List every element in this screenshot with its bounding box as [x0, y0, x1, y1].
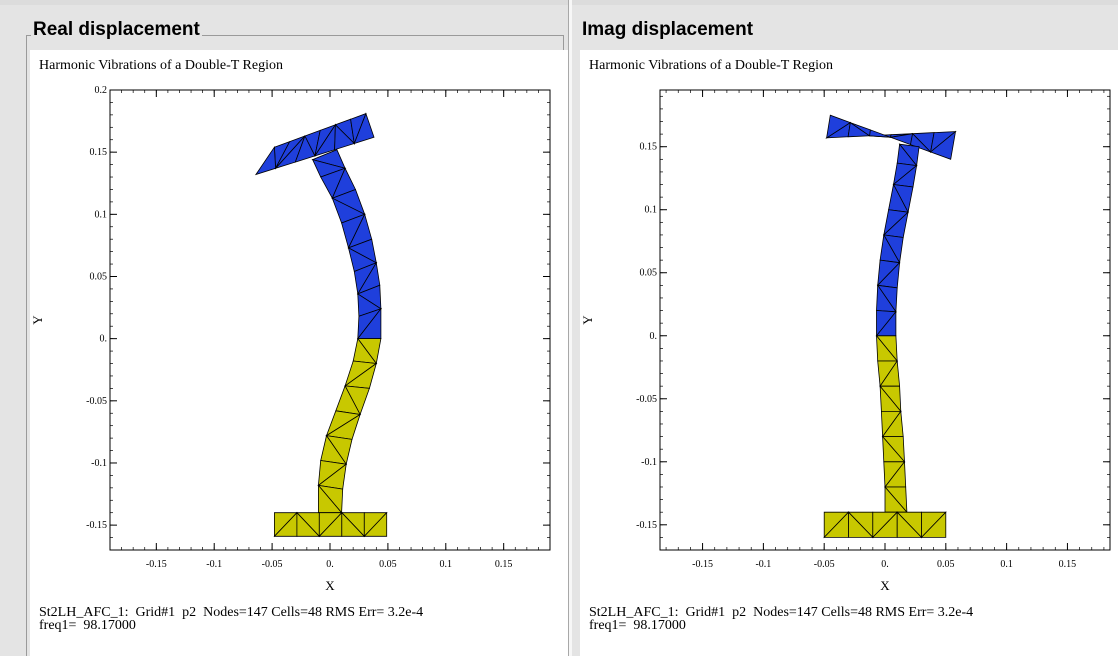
x-tick-label: 0.15: [495, 559, 513, 570]
status-info: St2LH_AFC_1: Grid#1 p2 Nodes=147 Cells=4…: [589, 605, 974, 633]
plot-title: Harmonic Vibrations of a Double-T Region: [39, 58, 283, 73]
panel-real-displacement: Real displacement Harmonic Vibrations of…: [26, 19, 568, 656]
mesh-plot-real: -0.15 -0.1 -0.05 0. 0.05 0.1 0.15 -0.15 -0.1 -0.0…: [30, 85, 551, 593]
status-info: St2LH_AFC_1: Grid#1 p2 Nodes=147 Cells=4…: [39, 605, 424, 633]
mesh-cell: [296, 511, 321, 537]
mesh-cell: [896, 511, 923, 538]
y-tick-label: 0.1: [95, 209, 108, 220]
mesh: [254, 112, 388, 538]
mesh-cell: [826, 114, 852, 139]
info-line-1: St2LH_AFC_1: Grid#1 p2 Nodes=147 Cells=4…: [39, 605, 424, 620]
mesh-plot-imag: -0.15 -0.1 -0.05 0. 0.05 0.1 0.15 -0.15 -0.1 -0.0…: [580, 89, 1111, 593]
y-tick-label: 0.2: [95, 85, 108, 96]
plot-title: Harmonic Vibrations of a Double-T Region: [589, 58, 833, 73]
y-tick-label: 0.15: [90, 147, 108, 158]
x-tick-label: -0.15: [692, 559, 713, 570]
mesh-cell: [848, 511, 874, 538]
y-tick-label: 0.05: [640, 268, 658, 279]
mesh-cell: [869, 129, 891, 138]
y-tick-label: -0.15: [86, 520, 107, 531]
y-tick-label: -0.05: [636, 394, 657, 405]
y-tick-label: -0.1: [641, 457, 657, 468]
mesh-cell: [294, 134, 316, 163]
mesh-cell: [910, 132, 931, 153]
x-tick-label: 0.05: [937, 559, 955, 570]
x-tick-label: 0.1: [1000, 559, 1013, 570]
mesh-cell: [363, 511, 388, 537]
x-tick-label: 0.05: [379, 559, 397, 570]
y-tick-label: 0.: [100, 334, 108, 345]
y-axis-label: Y: [580, 315, 595, 325]
y-tick-label: 0.05: [90, 271, 108, 282]
mesh-cell: [929, 130, 957, 160]
info-line-2: freq1= 98.17000: [589, 618, 686, 633]
y-tick-label: -0.1: [91, 458, 107, 469]
y-tick-label: -0.05: [86, 396, 107, 407]
y-tick-label: -0.15: [636, 520, 657, 531]
plot-area[interactable]: Harmonic Vibrations of a Double-T Region…: [580, 50, 1118, 656]
panel-legend: Imag displacement: [580, 19, 756, 41]
x-tick-label: -0.1: [206, 559, 222, 570]
y-tick-label: 0.: [650, 331, 658, 342]
x-tick-label: -0.05: [814, 559, 835, 570]
x-tick-label: -0.1: [755, 559, 771, 570]
y-tick-label: 0.1: [645, 205, 658, 216]
mesh-cell: [254, 145, 277, 176]
info-line-1: St2LH_AFC_1: Grid#1 p2 Nodes=147 Cells=4…: [589, 605, 974, 620]
y-tick-label: 0.15: [640, 142, 658, 153]
x-tick-label: -0.15: [146, 559, 167, 570]
x-axis-label: X: [880, 578, 890, 593]
mesh-cell: [334, 123, 356, 151]
mesh-cell: [920, 511, 947, 538]
x-tick-label: -0.05: [262, 559, 283, 570]
mesh-cell: [353, 112, 375, 145]
plot-area[interactable]: Harmonic Vibrations of a Double-T Region…: [30, 50, 568, 656]
panel-divider[interactable]: [568, 0, 572, 656]
mesh-cell: [341, 511, 366, 537]
panel-legend: Real displacement: [31, 19, 202, 41]
x-tick-label: 0.: [881, 559, 889, 570]
x-tick-label: 0.15: [1059, 559, 1077, 570]
x-tick-label: 0.1: [440, 559, 453, 570]
panel-imag-displacement: Imag displacement Harmonic Vibrations of…: [570, 0, 1118, 656]
x-axis-label: X: [325, 578, 335, 593]
mesh: [823, 114, 957, 539]
y-axis-label: Y: [30, 315, 45, 325]
info-line-2: freq1= 98.17000: [39, 618, 136, 633]
x-tick-label: 0.: [326, 559, 334, 570]
window-top-edge: [0, 0, 1118, 5]
